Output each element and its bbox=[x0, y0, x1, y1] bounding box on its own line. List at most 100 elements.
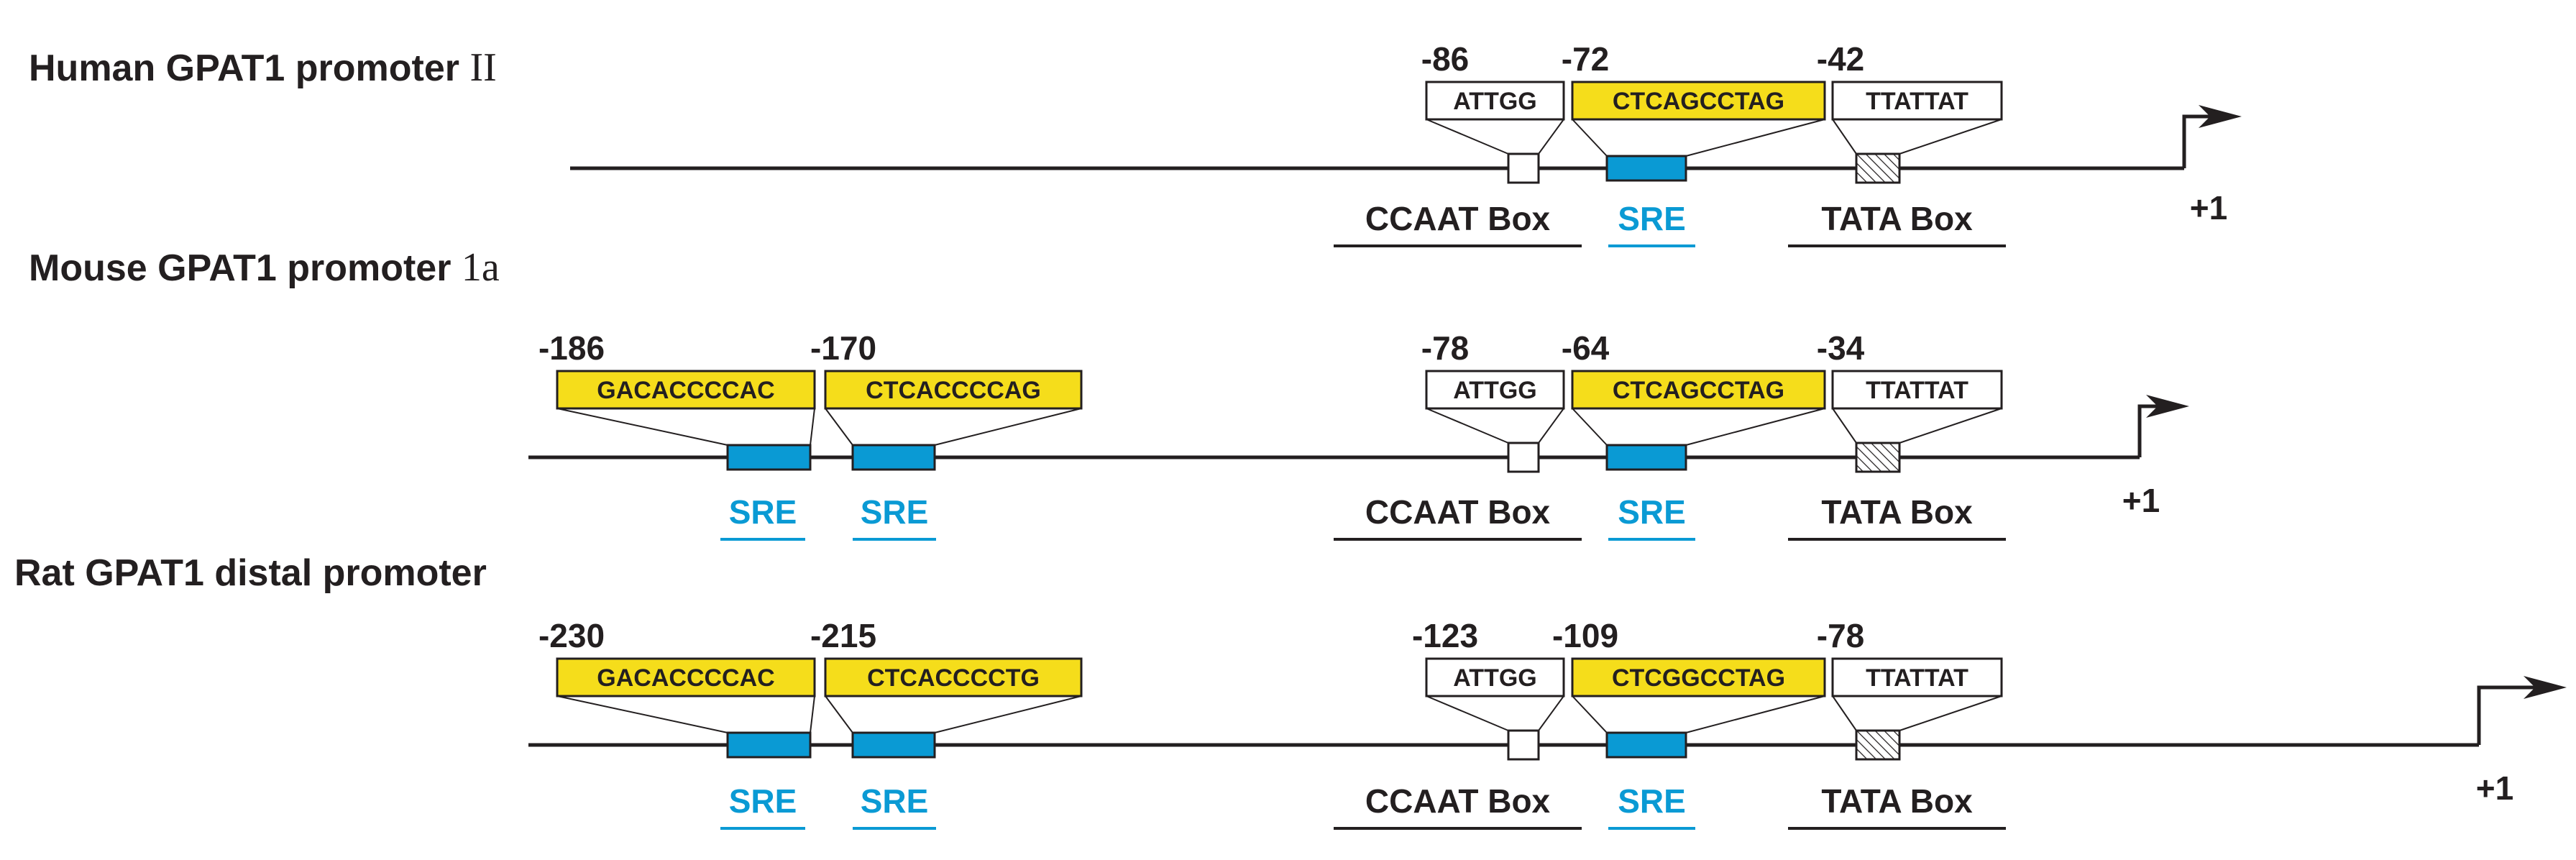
connector-line bbox=[1572, 119, 1608, 157]
tata-box-marker bbox=[1855, 729, 1901, 761]
ccaat-label: CCAAT Box bbox=[1365, 782, 1551, 820]
connector-line bbox=[825, 408, 853, 446]
left-sre-label: SRE bbox=[861, 782, 929, 820]
sre-marker bbox=[851, 731, 936, 759]
tss-arrowhead bbox=[2524, 676, 2567, 699]
connector-line bbox=[556, 695, 728, 733]
left-sre-label: SRE bbox=[729, 782, 797, 820]
position-label: -86 bbox=[1421, 40, 1469, 78]
tata-label: TATA Box bbox=[1821, 782, 1973, 820]
promoter-title: Rat GPAT1 distal promoter bbox=[14, 552, 487, 594]
tss-arrowhead bbox=[2199, 105, 2242, 128]
sre-marker bbox=[851, 444, 936, 471]
left-sre-seq-box bbox=[824, 657, 1083, 697]
position-label: -186 bbox=[538, 329, 605, 367]
tss-label: +1 bbox=[2122, 482, 2160, 519]
connector-line bbox=[1832, 695, 1857, 731]
connector-line bbox=[1538, 119, 1564, 155]
sre-marker bbox=[1605, 444, 1687, 471]
ccaat-box-marker bbox=[1507, 442, 1540, 473]
connector-line bbox=[1685, 119, 1825, 157]
connector-line bbox=[1426, 408, 1509, 444]
ccaat-seq-box-text: ATTGG bbox=[1453, 88, 1536, 115]
connector-line bbox=[1538, 695, 1564, 731]
sre-seq-box-text: CTCAGCCTAG bbox=[1613, 377, 1784, 404]
promoter-row: Human GPAT1 promoter II +1 ATTGG CTCAGCCTAG… bbox=[29, 40, 2242, 247]
ccaat-box-marker bbox=[1507, 729, 1540, 761]
ccaat-seq-box-text: ATTGG bbox=[1453, 377, 1536, 404]
position-label: -42 bbox=[1817, 40, 1864, 78]
ccaat-seq-box bbox=[1425, 81, 1565, 121]
connector-line bbox=[1538, 408, 1564, 444]
connector-line bbox=[1685, 408, 1825, 446]
left-sre-seq-box-text: CTCACCCCAG bbox=[866, 377, 1041, 404]
sre-seq-box bbox=[1571, 657, 1826, 697]
tss-label: +1 bbox=[2190, 189, 2227, 227]
left-sre-seq-box-text: GACACCCCAC bbox=[597, 377, 774, 404]
connector-line bbox=[1426, 695, 1509, 731]
ccaat-seq-box-text: ATTGG bbox=[1453, 664, 1536, 692]
tata-box-marker bbox=[1855, 442, 1901, 473]
tata-seq-box-text: TTATTAT bbox=[1866, 664, 1968, 692]
connector-line bbox=[1899, 119, 2002, 155]
sre-marker bbox=[726, 444, 812, 471]
promoter-title: Mouse GPAT1 promoter 1a bbox=[29, 245, 500, 290]
connector-line bbox=[934, 408, 1082, 446]
position-label: -123 bbox=[1412, 617, 1478, 654]
connector-line bbox=[1426, 119, 1509, 155]
sre-seq-box-text: CTCAGCCTAG bbox=[1613, 88, 1784, 115]
promoter-row: Mouse GPAT1 promoter 1a +1 ATTGG CTCAGCCTAG… bbox=[29, 245, 2189, 541]
ccaat-label: CCAAT Box bbox=[1365, 493, 1551, 531]
connector-line bbox=[1685, 695, 1825, 733]
left-sre-seq-box-text: CTCACCCCTG bbox=[867, 664, 1040, 692]
connector-line bbox=[1832, 408, 1857, 444]
connector-line bbox=[1899, 408, 2002, 444]
tata-seq-box-text: TTATTAT bbox=[1866, 88, 1968, 115]
position-label: -215 bbox=[810, 617, 876, 654]
ccaat-seq-box bbox=[1425, 657, 1565, 697]
position-label: -230 bbox=[538, 617, 605, 654]
sre-marker bbox=[726, 731, 812, 759]
sre-seq-box bbox=[1571, 81, 1826, 121]
connector-line bbox=[825, 695, 853, 733]
tata-seq-box bbox=[1831, 81, 2003, 121]
promoter-title: Human GPAT1 promoter II bbox=[29, 45, 497, 90]
left-sre-seq-box bbox=[556, 370, 816, 410]
connector-line bbox=[810, 695, 815, 733]
connector-line bbox=[934, 695, 1082, 733]
connector-line bbox=[810, 408, 815, 446]
sre-label: SRE bbox=[1618, 200, 1686, 237]
ccaat-box-marker bbox=[1507, 152, 1540, 184]
tata-seq-box bbox=[1831, 370, 2003, 410]
tata-seq-box bbox=[1831, 657, 2003, 697]
left-sre-seq-box bbox=[556, 657, 816, 697]
position-label: -64 bbox=[1562, 329, 1610, 367]
promoter-row: Rat GPAT1 distal promoter +1 ATTGG CTCGGCCT… bbox=[14, 552, 2567, 830]
connector-line bbox=[1572, 408, 1608, 446]
sre-label: SRE bbox=[1618, 493, 1686, 531]
tss-arrow bbox=[2137, 404, 2159, 457]
left-sre-seq-box bbox=[824, 370, 1083, 410]
connector-line bbox=[1572, 695, 1608, 733]
position-label: -78 bbox=[1817, 617, 1864, 654]
position-label: -109 bbox=[1552, 617, 1618, 654]
tss-arrow bbox=[2477, 685, 2536, 745]
connector-line bbox=[1899, 695, 2002, 731]
sre-label: SRE bbox=[1618, 782, 1686, 820]
ccaat-seq-box bbox=[1425, 370, 1565, 410]
tata-seq-box-text: TTATTAT bbox=[1866, 377, 1968, 404]
tss-arrow bbox=[2182, 114, 2211, 168]
tss-arrowhead bbox=[2146, 395, 2189, 418]
ccaat-label: CCAAT Box bbox=[1365, 200, 1551, 237]
position-label: -170 bbox=[810, 329, 876, 367]
connector-line bbox=[556, 408, 728, 446]
sre-marker bbox=[1605, 155, 1687, 182]
left-sre-label: SRE bbox=[729, 493, 797, 531]
tata-label: TATA Box bbox=[1821, 493, 1973, 531]
position-label: -78 bbox=[1421, 329, 1469, 367]
connector-line bbox=[1832, 119, 1857, 155]
tata-label: TATA Box bbox=[1821, 200, 1973, 237]
tss-label: +1 bbox=[2476, 769, 2513, 807]
sre-seq-box bbox=[1571, 370, 1826, 410]
